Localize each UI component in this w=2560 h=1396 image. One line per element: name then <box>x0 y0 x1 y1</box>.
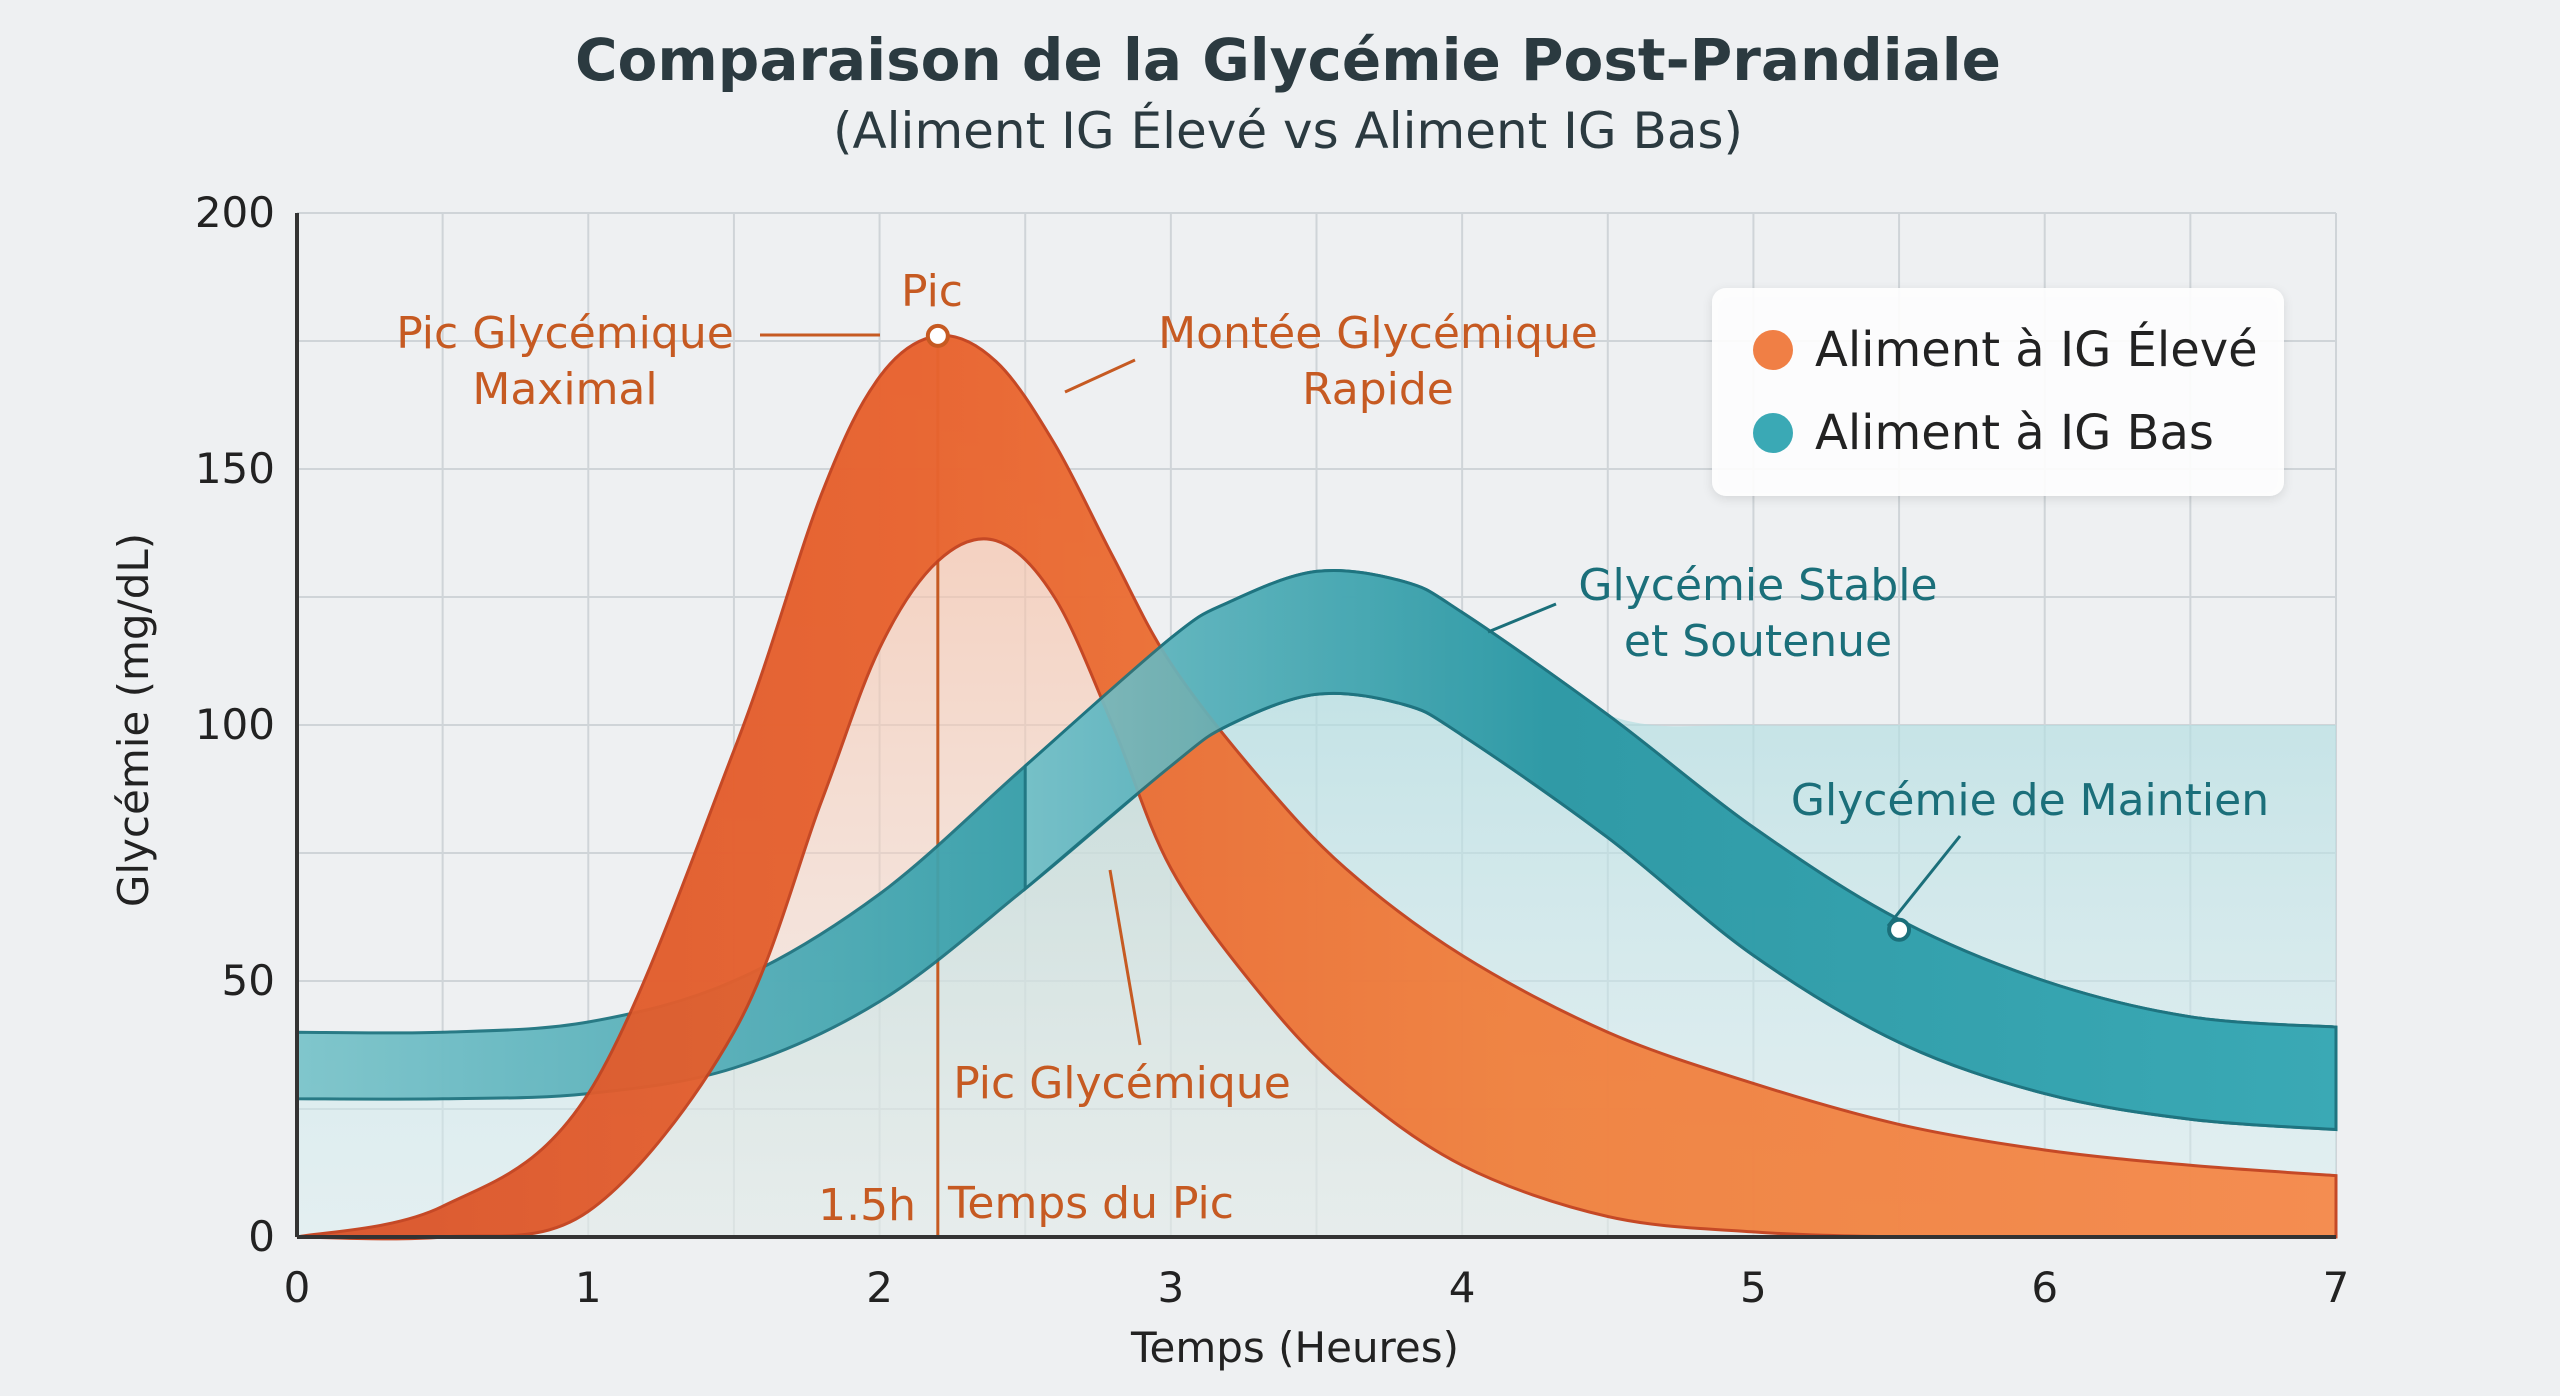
legend: Aliment à IG Élevé Aliment à IG Bas <box>1712 288 2284 496</box>
y-tick-label: 200 <box>195 188 275 237</box>
ann-pic-glycemique: Pic Glycémique <box>953 1058 1291 1109</box>
x-tick-label: 1 <box>575 1263 602 1312</box>
legend-swatch-ig-high <box>1753 330 1793 370</box>
legend-label-ig-low: Aliment à IG Bas <box>1815 405 2214 461</box>
x-tick-label: 2 <box>866 1263 893 1312</box>
legend-box <box>1712 288 2284 496</box>
ann-maintien: Glycémie de Maintien <box>1791 775 2269 826</box>
ig-low-series-band-front <box>1023 569 2338 1132</box>
chart-title: Comparaison de la Glycémie Post-Prandial… <box>575 26 2001 94</box>
ann-maintien-leader <box>1886 835 1962 927</box>
x-axis-label: Temps (Heures) <box>1130 1323 1459 1372</box>
ann-peak-time: 1.5h <box>818 1180 916 1231</box>
ann-stable-line2: et Soutenue <box>1624 616 1892 667</box>
x-tick-label: 5 <box>1740 1263 1767 1312</box>
y-tick-label: 100 <box>195 700 275 749</box>
ann-rapid-leader <box>1064 358 1136 394</box>
ann-rapid-line2: Rapide <box>1302 364 1454 415</box>
ann-max-line1: Pic Glycémique <box>396 308 734 359</box>
x-axis-ticks: 0 1 2 3 4 5 6 7 <box>284 1263 2350 1312</box>
x-tick-label: 4 <box>1449 1263 1476 1312</box>
maintenance-marker <box>1887 917 1912 942</box>
ann-max-line2: Maximal <box>472 364 657 415</box>
legend-label-ig-high: Aliment à IG Élevé <box>1815 321 2258 378</box>
legend-swatch-ig-low <box>1753 413 1793 453</box>
ann-temps-pic: Temps du Pic <box>947 1178 1234 1229</box>
y-tick-label: 0 <box>248 1212 275 1261</box>
ann-pic: Pic <box>901 266 963 317</box>
x-tick-label: 7 <box>2323 1263 2350 1312</box>
ig-high-series-band <box>296 334 2338 1241</box>
ann-rapid-line1: Montée Glycémique <box>1158 308 1598 359</box>
ann-stable-leader <box>1487 602 1557 634</box>
x-tick-label: 6 <box>2031 1263 2058 1312</box>
y-tick-label: 50 <box>222 956 275 1005</box>
peak-marker <box>925 323 950 348</box>
y-axis-ticks: 0 50 100 150 200 <box>195 188 275 1261</box>
y-tick-label: 150 <box>195 444 275 493</box>
x-tick-label: 0 <box>284 1263 311 1312</box>
y-axis-label: Glycémie (mg/dL) <box>109 533 158 907</box>
chart-subtitle: (Aliment IG Élevé vs Aliment IG Bas) <box>833 101 1743 160</box>
x-tick-label: 3 <box>1157 1263 1184 1312</box>
ann-stable-line1: Glycémie Stable <box>1578 560 1937 611</box>
ann-pic-glycemique-leader <box>1108 869 1142 1046</box>
